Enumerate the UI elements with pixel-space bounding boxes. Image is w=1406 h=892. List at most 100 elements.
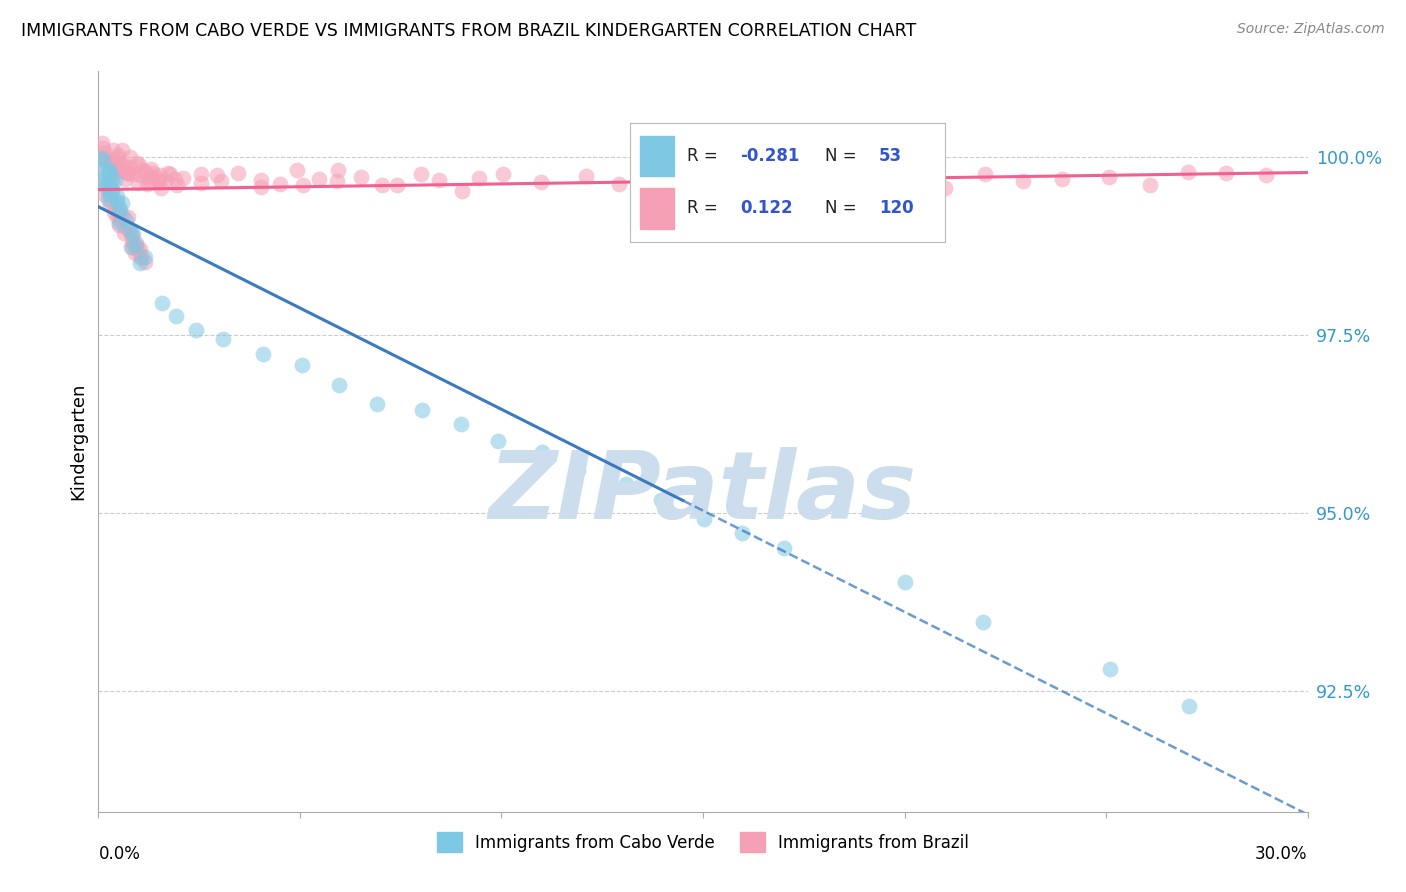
Point: [150, 181, 173, 195]
Point: [184, 323, 207, 337]
Point: [291, 358, 314, 372]
Point: [91, 153, 114, 167]
Point: [148, 173, 170, 187]
Point: [650, 492, 672, 507]
Point: [127, 244, 149, 258]
Point: [1098, 662, 1121, 676]
Point: [97, 192, 120, 206]
Point: [97, 177, 120, 191]
Point: [122, 238, 145, 252]
Point: [89, 151, 111, 165]
Point: [97, 165, 120, 179]
Point: [285, 162, 308, 177]
Point: [129, 249, 152, 263]
Point: [249, 180, 271, 194]
Point: [205, 168, 228, 182]
Point: [142, 166, 165, 180]
Point: [91, 141, 114, 155]
Point: [139, 175, 162, 189]
Point: [1139, 178, 1161, 192]
Point: [127, 156, 149, 170]
Point: [108, 202, 131, 217]
Point: [693, 512, 716, 526]
Point: [111, 157, 134, 171]
Point: [308, 171, 330, 186]
Point: [427, 173, 450, 187]
Point: [149, 169, 172, 183]
Point: [101, 167, 124, 181]
Point: [98, 162, 121, 177]
Point: [110, 163, 132, 178]
Point: [934, 181, 956, 195]
Point: [326, 163, 349, 178]
Point: [100, 185, 122, 199]
Point: [1052, 172, 1074, 186]
Point: [689, 163, 711, 178]
Point: [97, 178, 120, 192]
Point: [129, 242, 152, 256]
Point: [135, 177, 157, 191]
Point: [467, 170, 489, 185]
Point: [100, 174, 122, 188]
Point: [98, 163, 121, 178]
Point: [118, 150, 141, 164]
Point: [120, 240, 142, 254]
Point: [148, 175, 170, 189]
Point: [1098, 169, 1121, 184]
Point: [100, 187, 122, 202]
Point: [252, 347, 274, 361]
Point: [974, 167, 997, 181]
Point: [153, 174, 176, 188]
Point: [104, 173, 127, 187]
Point: [567, 463, 589, 477]
Point: [139, 169, 162, 183]
Point: [228, 165, 250, 179]
Point: [122, 167, 145, 181]
Point: [772, 541, 794, 555]
Legend: Immigrants from Cabo Verde, Immigrants from Brazil: Immigrants from Cabo Verde, Immigrants f…: [430, 825, 976, 859]
Point: [129, 169, 152, 183]
Point: [94, 178, 117, 193]
Text: Source: ZipAtlas.com: Source: ZipAtlas.com: [1237, 22, 1385, 37]
Point: [94, 169, 117, 183]
Point: [775, 169, 797, 184]
Point: [117, 210, 139, 224]
Point: [104, 166, 127, 180]
Point: [93, 157, 115, 171]
Point: [117, 221, 139, 235]
Point: [609, 177, 631, 191]
Point: [159, 167, 181, 181]
Point: [97, 166, 120, 180]
Point: [575, 169, 598, 184]
Point: [110, 195, 132, 210]
Point: [157, 166, 180, 180]
Point: [249, 173, 271, 187]
Point: [1012, 174, 1035, 188]
Point: [120, 224, 142, 238]
Point: [100, 194, 122, 208]
Point: [98, 197, 121, 211]
Point: [131, 163, 153, 178]
Point: [105, 158, 128, 172]
Point: [139, 162, 162, 177]
Point: [117, 166, 139, 180]
Point: [108, 213, 131, 227]
Point: [100, 154, 122, 169]
Point: [1215, 166, 1237, 180]
Point: [530, 445, 553, 459]
Point: [121, 234, 143, 248]
Point: [124, 235, 146, 250]
Point: [105, 151, 128, 165]
Point: [172, 171, 194, 186]
Point: [129, 251, 152, 265]
Point: [104, 203, 127, 218]
Point: [105, 189, 128, 203]
Point: [94, 145, 117, 160]
Point: [209, 174, 232, 188]
Point: [124, 246, 146, 260]
Point: [110, 202, 132, 216]
Point: [97, 183, 120, 197]
Point: [111, 144, 134, 158]
Point: [100, 177, 122, 191]
Point: [325, 174, 347, 188]
